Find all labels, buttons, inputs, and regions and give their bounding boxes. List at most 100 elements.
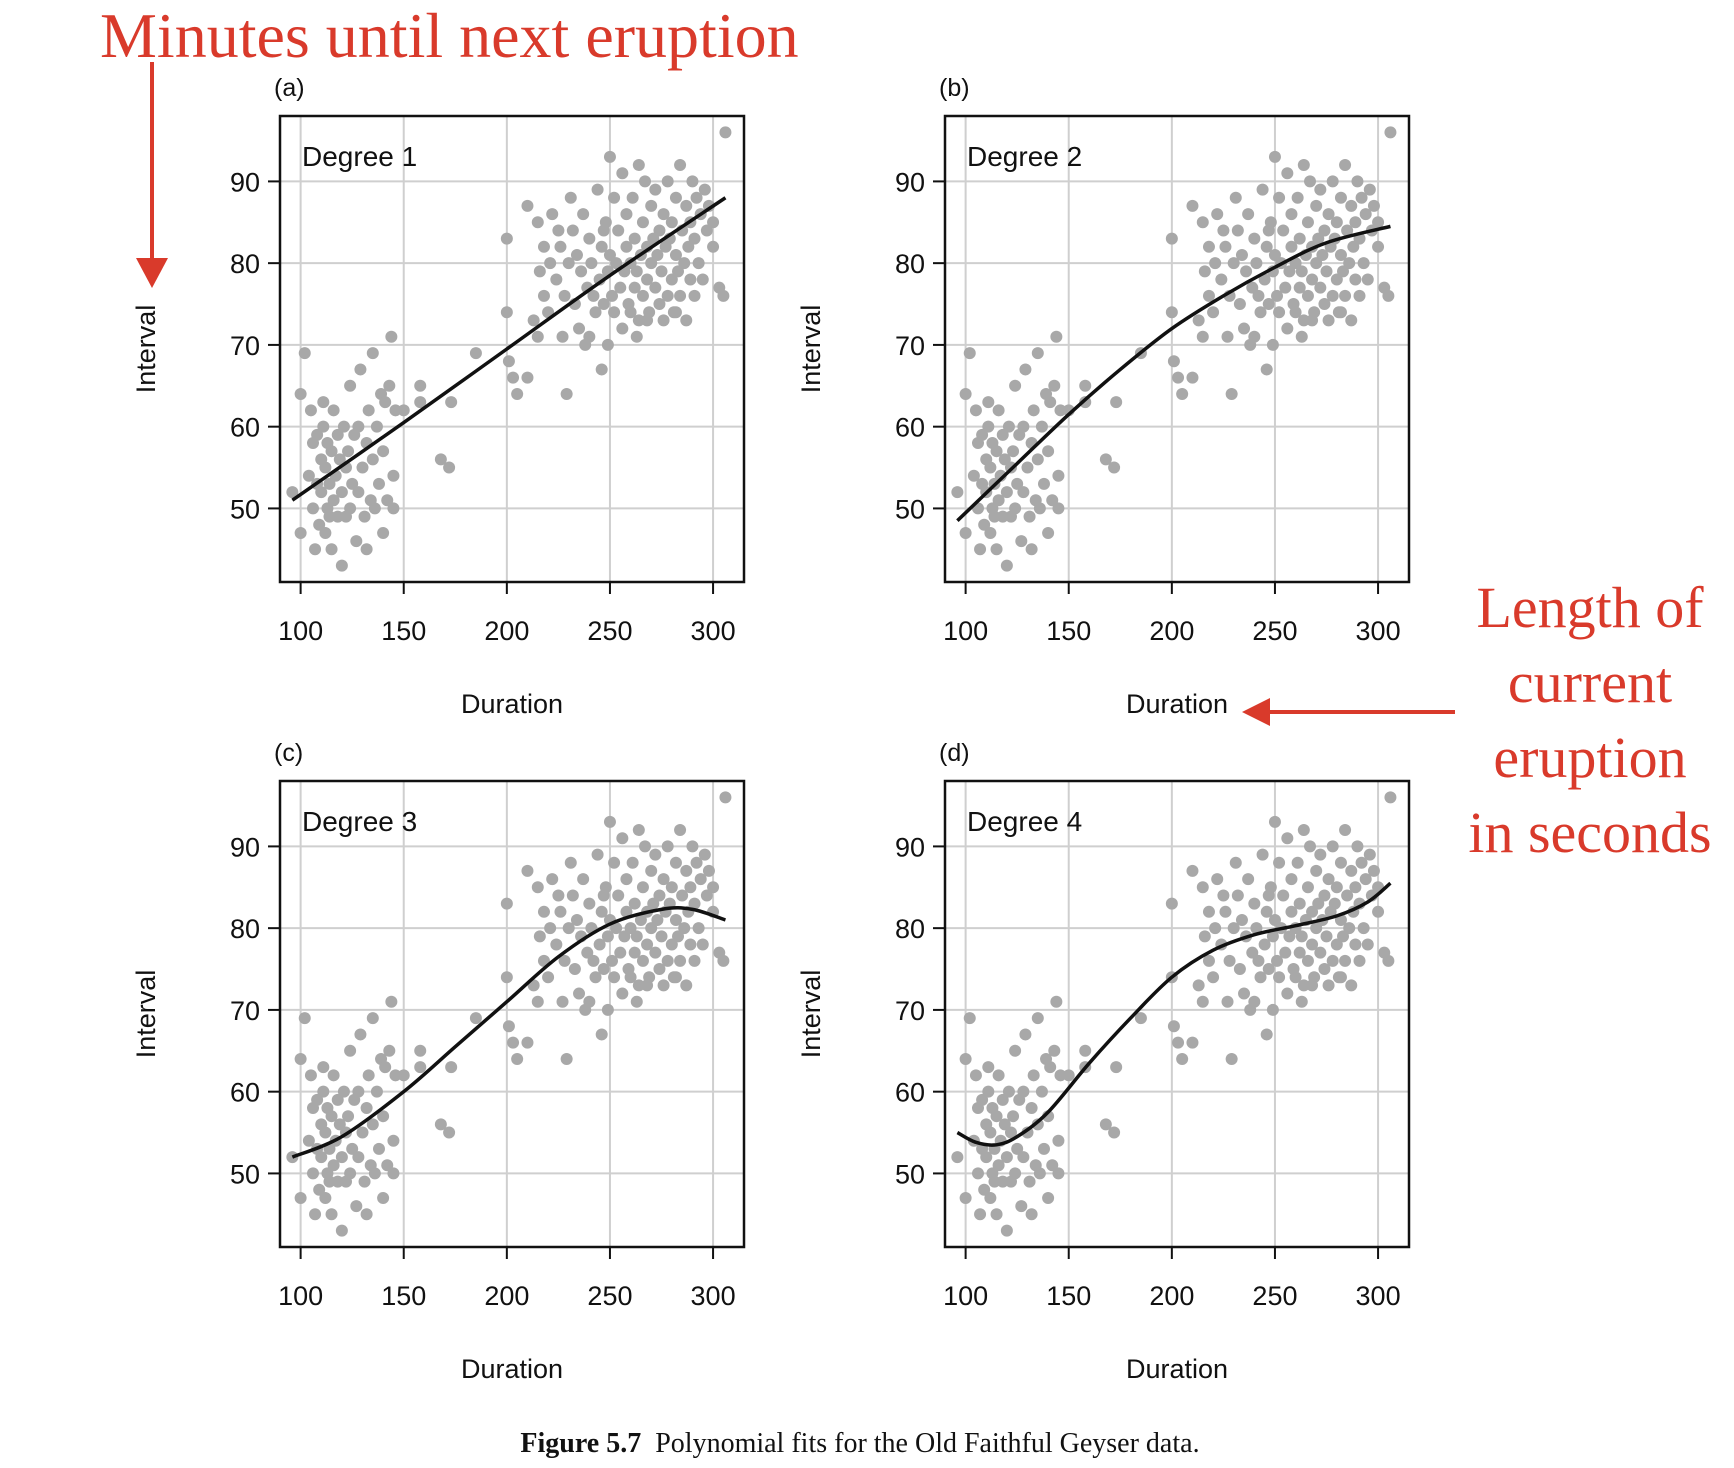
data-point	[1268, 913, 1281, 926]
data-point	[1285, 240, 1298, 253]
data-point	[368, 1167, 381, 1180]
data-point	[1339, 954, 1352, 967]
data-point	[1273, 971, 1286, 984]
fit-curve	[956, 881, 1392, 1147]
data-point	[389, 404, 402, 417]
data-point	[1037, 1142, 1050, 1155]
data-point	[560, 387, 573, 400]
data-point	[1108, 461, 1121, 474]
data-point	[719, 126, 732, 139]
data-point	[294, 1052, 307, 1065]
data-point	[982, 420, 995, 433]
data-point	[620, 873, 633, 886]
data-point	[1326, 954, 1339, 967]
data-point	[333, 453, 346, 466]
data-point	[585, 257, 598, 270]
data-point	[377, 526, 390, 539]
y-tick-label: 80	[230, 249, 260, 279]
data-point	[1258, 273, 1271, 286]
data-point	[469, 347, 482, 360]
data-point	[1007, 445, 1020, 458]
data-point	[381, 1159, 394, 1172]
data-point	[608, 856, 621, 869]
data-point	[589, 971, 602, 984]
data-point	[1359, 873, 1372, 886]
data-point	[1291, 856, 1304, 869]
panel-letter: (b)	[939, 74, 970, 102]
data-point	[624, 922, 637, 935]
data-point	[1339, 289, 1352, 302]
data-point	[500, 897, 513, 910]
data-point	[1050, 995, 1063, 1008]
data-point	[1186, 371, 1199, 384]
data-point	[1050, 330, 1063, 343]
data-point	[707, 216, 720, 229]
data-point	[1353, 289, 1366, 302]
data-point	[1023, 510, 1036, 523]
data-point	[1009, 502, 1022, 515]
data-point	[317, 420, 330, 433]
data-point	[1052, 502, 1065, 515]
data-point	[294, 526, 307, 539]
data-point	[1017, 420, 1030, 433]
data-point	[589, 306, 602, 319]
data-point	[593, 938, 606, 951]
data-point	[665, 273, 678, 286]
plot-frame	[943, 779, 1411, 1249]
data-point	[1289, 306, 1302, 319]
data-point	[377, 1110, 390, 1123]
data-point	[383, 1044, 396, 1057]
data-point	[1221, 995, 1234, 1008]
data-point	[676, 889, 689, 902]
data-point	[1229, 191, 1242, 204]
degree-label: Degree 3	[302, 806, 417, 837]
data-point	[661, 289, 674, 302]
data-point	[1334, 306, 1347, 319]
data-point	[603, 248, 616, 261]
data-point	[680, 199, 693, 212]
data-point	[963, 347, 976, 360]
data-point	[443, 461, 456, 474]
data-point	[1314, 946, 1327, 959]
data-point	[1330, 881, 1343, 894]
data-point	[686, 175, 699, 188]
data-point	[1192, 979, 1205, 992]
data-point	[344, 502, 357, 515]
x-axis-title: Duration	[461, 1354, 563, 1384]
data-point	[1289, 257, 1302, 270]
data-point	[1357, 257, 1370, 270]
data-point	[1372, 905, 1385, 918]
data-point	[554, 240, 567, 253]
data-point	[988, 1175, 1001, 1188]
data-point	[531, 881, 544, 894]
data-point	[616, 322, 629, 335]
data-point	[469, 1012, 482, 1025]
data-point	[350, 535, 363, 548]
y-tick-label: 60	[895, 413, 925, 443]
data-point	[311, 428, 324, 441]
data-point	[304, 1069, 317, 1082]
data-point	[558, 289, 571, 302]
data-point	[1110, 396, 1123, 409]
data-point	[1256, 183, 1269, 196]
data-point	[1289, 971, 1302, 984]
data-point	[387, 1134, 400, 1147]
x-tick-label: 250	[587, 1281, 632, 1311]
data-point	[601, 338, 614, 351]
data-point	[1262, 224, 1275, 237]
data-point	[608, 306, 621, 319]
data-point	[587, 289, 600, 302]
data-point	[620, 208, 633, 221]
data-point	[1052, 1167, 1065, 1180]
data-point	[653, 298, 666, 311]
data-point	[976, 1093, 989, 1106]
data-point	[306, 1167, 319, 1180]
data-point	[1215, 273, 1228, 286]
data-point	[645, 922, 658, 935]
data-point	[595, 905, 608, 918]
data-point	[669, 971, 682, 984]
data-point	[998, 453, 1011, 466]
data-point	[1035, 1085, 1048, 1098]
data-point	[414, 1061, 427, 1074]
data-point	[1017, 486, 1030, 499]
